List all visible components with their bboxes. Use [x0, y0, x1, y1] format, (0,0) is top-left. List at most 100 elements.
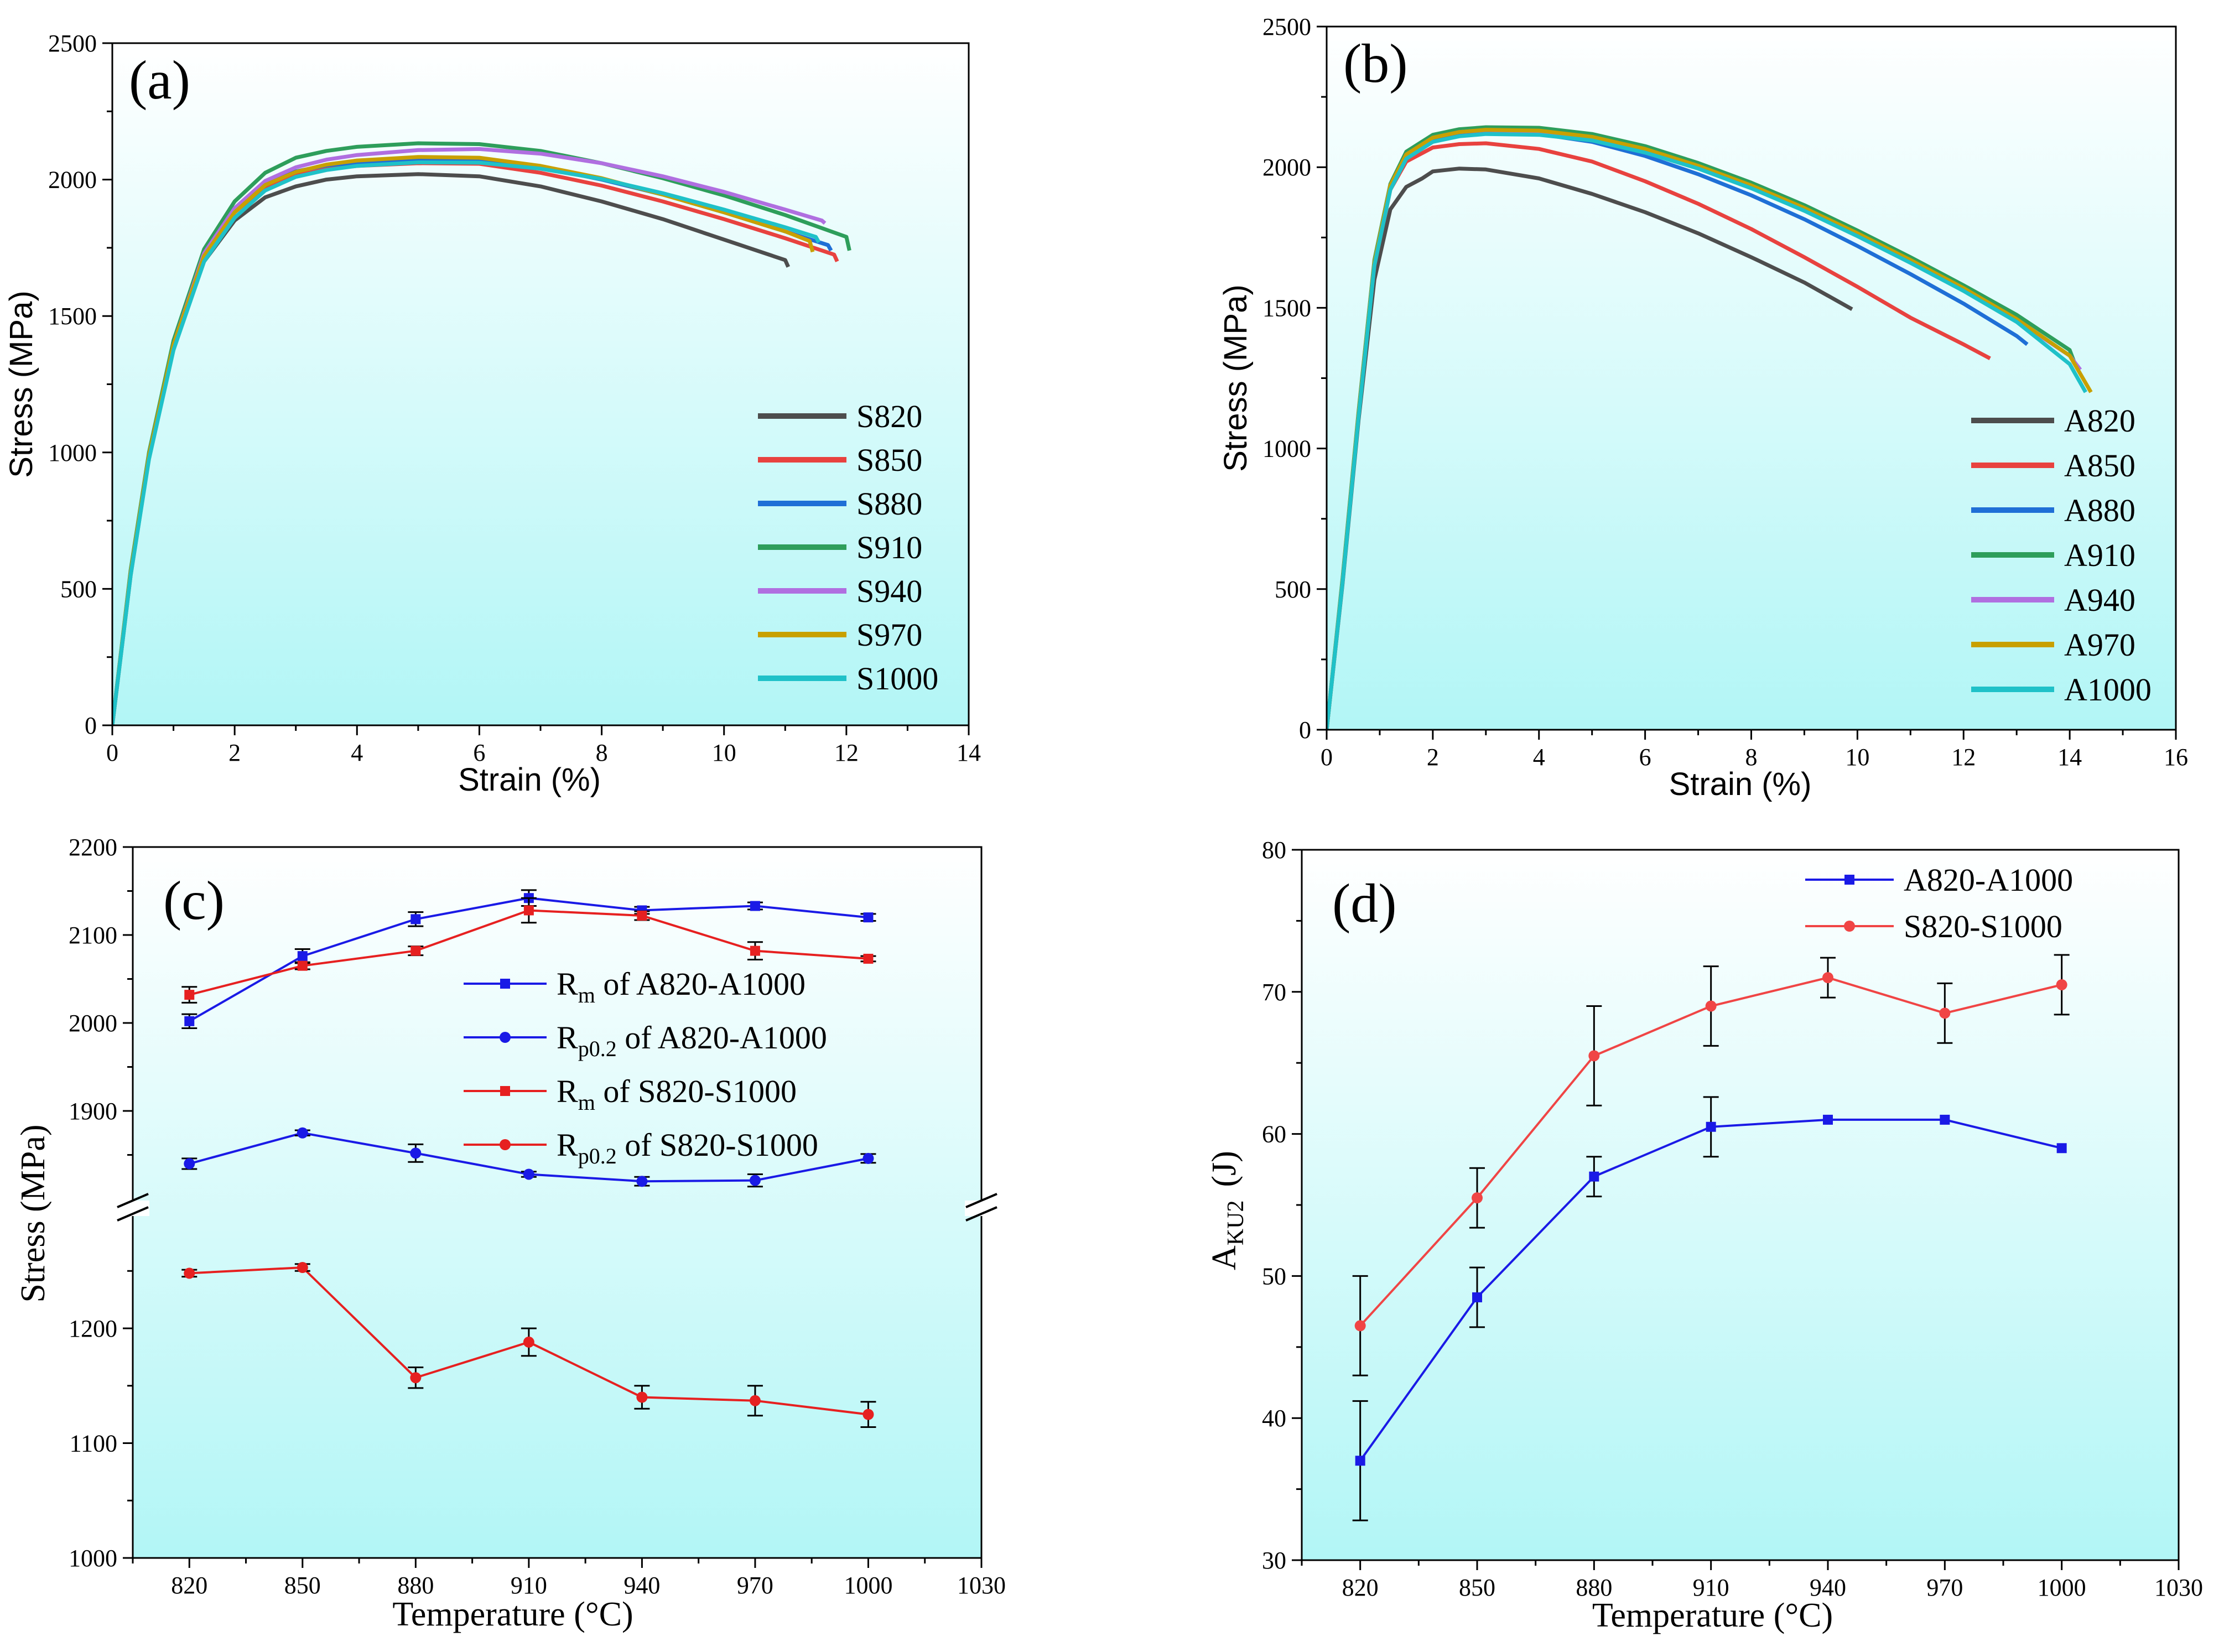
y-tick-label: 500: [1275, 576, 1311, 603]
marker-square: [863, 912, 874, 923]
y-tick-label: 0: [85, 712, 97, 739]
y-tick-label: 2500: [48, 30, 97, 57]
marker-square: [500, 1086, 510, 1096]
y-tick-label: 50: [1262, 1263, 1286, 1290]
y-tick-label: 70: [1262, 979, 1286, 1006]
x-tick-label: 16: [2164, 744, 2188, 771]
x-tick-label: 6: [473, 739, 485, 766]
panel-label: (a): [129, 49, 190, 111]
marker-circle: [749, 1175, 761, 1186]
x-tick-label: 0: [106, 739, 118, 766]
marker-circle: [636, 1176, 648, 1187]
legend-label: S1000: [856, 661, 938, 697]
marker-square: [184, 990, 195, 1000]
x-tick-label: 8: [596, 739, 608, 766]
y-tick-label: 500: [60, 575, 97, 602]
legend-label: A970: [2064, 627, 2135, 663]
y-tick-label: 2000: [48, 167, 97, 194]
x-tick-label: 940: [1810, 1574, 1846, 1601]
marker-circle: [862, 1409, 874, 1420]
marker-square: [1940, 1114, 1950, 1125]
x-axis-title: Strain (%): [458, 762, 601, 798]
y-tick-label: 40: [1262, 1405, 1286, 1432]
marker-square: [1844, 875, 1854, 885]
axis-break-mark: [965, 1193, 997, 1208]
y-axis-title: Stress (MPa): [1218, 284, 1254, 471]
y-tick-label: 1900: [69, 1098, 117, 1125]
legend-label: A880: [2064, 492, 2135, 528]
x-tick-label: 14: [957, 739, 981, 766]
x-tick-label: 0: [1321, 744, 1333, 771]
panel-label: (c): [163, 870, 225, 931]
x-axis-title: Strain (%): [1669, 766, 1812, 802]
marker-circle: [749, 1395, 761, 1406]
plot-background: [112, 43, 969, 725]
y-axis-title: Stress (MPa): [3, 290, 39, 477]
legend-label-sub: m: [578, 1090, 595, 1115]
marker-circle: [1844, 921, 1855, 932]
x-tick-label: 820: [1342, 1574, 1379, 1601]
y-tick-label: 1500: [1262, 294, 1311, 321]
marker-square: [297, 960, 308, 971]
marker-circle: [523, 1168, 534, 1180]
marker-circle: [636, 1391, 648, 1403]
legend-label: S820: [856, 398, 922, 434]
marker-circle: [184, 1158, 195, 1170]
marker-circle: [500, 1139, 511, 1150]
x-tick-label: 970: [1926, 1574, 1963, 1601]
marker-square: [1823, 1114, 1833, 1125]
x-tick-label: 940: [623, 1572, 660, 1599]
marker-circle: [1472, 1192, 1483, 1204]
legend-label: A850: [2064, 448, 2135, 484]
marker-square: [1589, 1171, 1599, 1182]
y-tick-label: 0: [1299, 716, 1311, 744]
legend-label: Rm of A820-A1000: [557, 966, 806, 1007]
legend-label: A820: [2064, 403, 2135, 439]
legend-label: A910: [2064, 537, 2135, 573]
panel-a: 0 2 4 6 8 10 12 14 0 500 1000 1500 2000 2500 Strain (%…: [3, 30, 981, 798]
x-axis-title: Temperature (°C): [1592, 1597, 1833, 1634]
legend-label-rest: of S820-S1000: [617, 1127, 818, 1163]
x-tick-label: 1000: [2038, 1574, 2086, 1601]
legend-label-sub: m: [578, 983, 595, 1007]
x-tick-label: 910: [511, 1572, 547, 1599]
x-tick-label: 850: [1459, 1574, 1495, 1601]
y-tick-label: 1000: [48, 439, 97, 466]
x-tick-label: 10: [1845, 744, 1869, 771]
x-tick-label: 12: [1951, 744, 1976, 771]
legend-label: Rm of S820-S1000: [557, 1073, 797, 1115]
marker-square: [2056, 1143, 2067, 1154]
x-tick-label: 6: [1639, 744, 1651, 771]
marker-square: [750, 901, 760, 911]
legend-label: S910: [856, 529, 922, 565]
legend-label-rest: of S820-S1000: [595, 1073, 797, 1109]
y-tick-label: 80: [1262, 837, 1286, 864]
x-tick-label: 880: [397, 1572, 434, 1599]
legend-label-sub: p0.2: [578, 1036, 617, 1061]
y-tick-label: 60: [1262, 1121, 1286, 1148]
marker-square: [523, 905, 534, 916]
marker-circle: [410, 1372, 422, 1384]
y-tick-label: 2000: [1262, 154, 1311, 181]
y-tick-label: 2000: [69, 1010, 117, 1037]
marker-square: [1472, 1292, 1482, 1302]
x-tick-label: 10: [712, 739, 736, 766]
series-line-a1000: [1327, 132, 2087, 730]
marker-circle: [862, 1152, 874, 1164]
marker-circle: [1588, 1050, 1600, 1062]
marker-circle: [297, 1262, 308, 1274]
marker-circle: [1705, 1000, 1717, 1012]
marker-square: [410, 946, 421, 956]
x-tick-label: 850: [284, 1572, 321, 1599]
legend-label-main: R: [557, 1127, 578, 1163]
marker-circle: [184, 1267, 195, 1279]
x-tick-label: 1030: [2154, 1574, 2203, 1601]
x-tick-label: 4: [351, 739, 363, 766]
legend-label-sub: p0.2: [578, 1144, 617, 1168]
x-tick-label: 1030: [957, 1572, 1006, 1599]
marker-square: [500, 979, 510, 989]
x-tick-label: 910: [1693, 1574, 1729, 1601]
y-tick-label: 1000: [1262, 435, 1311, 463]
plot-background: [1302, 850, 2179, 1560]
